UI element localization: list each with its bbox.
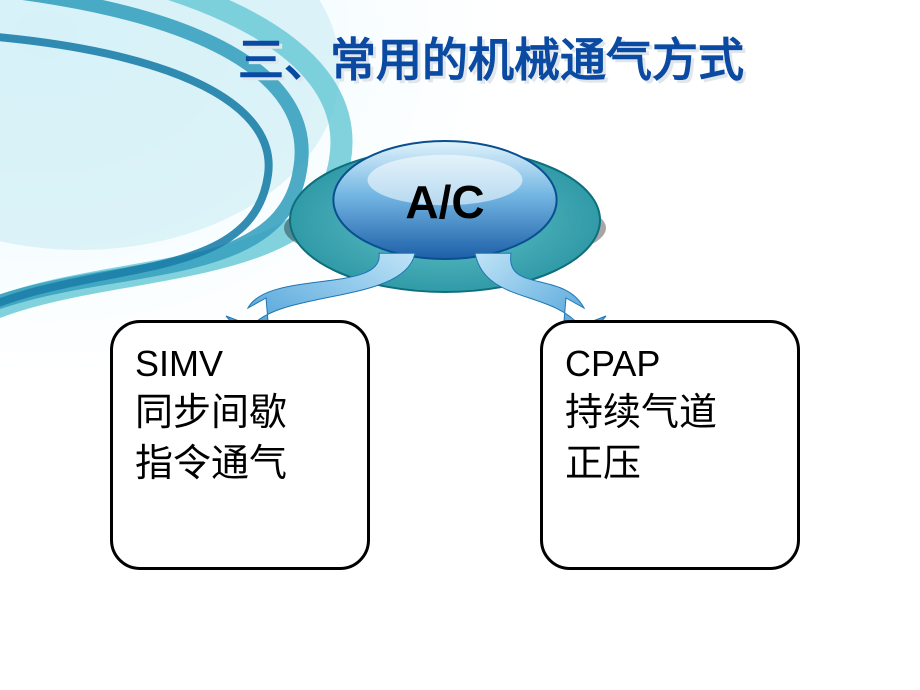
mode-box-simv-desc: 同步间歇 指令通气 xyxy=(135,388,345,491)
mode-box-simv: SIMV 同步间歇 指令通气 xyxy=(110,320,370,570)
slide-stage: 三、常用的机械通气方式 三、常用的机械通气方式 A/C SIMV 同步间歇 指令… xyxy=(0,0,920,690)
center-button-label: A/C xyxy=(405,175,484,229)
mode-box-cpap: CPAP 持续气道 正压 xyxy=(540,320,800,570)
slide-title: 三、常用的机械通气方式 xyxy=(238,24,744,90)
mode-box-simv-title: SIMV xyxy=(135,341,345,388)
mode-box-cpap-title: CPAP xyxy=(565,341,775,388)
mode-box-cpap-desc: 持续气道 正压 xyxy=(565,388,775,491)
